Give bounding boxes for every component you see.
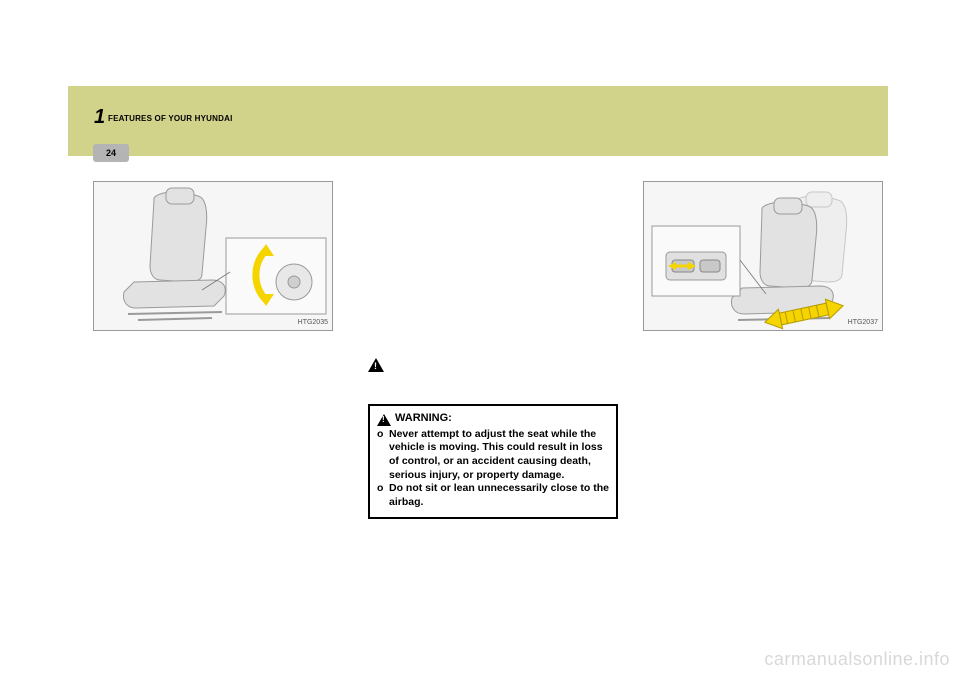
power-seat-illustration [644,182,884,332]
figure-power-seat-fr: HTG2037 [643,181,883,331]
section-heading: Lumbar Support Control (Driver's Seat On… [368,192,618,203]
caution-body: For proper back support make sure that t… [368,372,618,394]
section-body: Push the control button forward or backw… [643,373,893,405]
section-body: To adjust the lumbar support, turn the a… [368,203,618,225]
section-body: To raise or lower the front part of the … [93,365,343,397]
figure-code: HTG2037 [848,318,878,327]
section-heading-1: POWER DRIVER'S SEAT [643,352,893,363]
manual-page: 1 FEATURES OF YOUR HYUNDAI 24 [68,63,888,643]
caution-block: CAUTION: For proper back support make su… [368,358,618,394]
warning-label: WARNING: [395,412,452,424]
column-left: HTG2035 B080D01TG-AAT Adjusting Seat Cus… [93,181,343,397]
warning-item: Never attempt to adjust the seat while t… [377,428,609,483]
chapter-title: FEATURES OF YOUR HYUNDAI [108,114,233,123]
seat-height-illustration [94,182,334,332]
section-heading-2: Adjusting Seat Forward and Rearward [643,363,893,374]
column-middle: B080E01TG-AAT Lumbar Support Control (Dr… [368,181,618,519]
column-right: HTG2037 B083D01TG-AAT POWER DRIVER'S SEA… [643,181,893,406]
watermark: carmanualsonline.info [764,649,950,670]
chapter-number: 1 [94,106,105,129]
section-heading: Adjusting Seat Cushion Height (Driver's … [93,352,343,363]
caution-label: CAUTION: [387,360,431,370]
warning-box: WARNING: Never attempt to adjust the sea… [368,404,618,519]
figure-code: HTG2035 [298,318,328,327]
page-number-tab: 24 [93,144,129,162]
warning-triangle-icon [377,414,391,426]
section-code: B083D01TG-AAT [643,341,893,352]
section-code: B080E01TG-AAT [368,181,618,192]
warning-triangle-icon [368,358,384,372]
warning-item: Do not sit or lean unnecessarily close t… [377,482,609,509]
figure-seat-cushion-height: HTG2035 [93,181,333,331]
section-code: B080D01TG-AAT [93,341,343,352]
